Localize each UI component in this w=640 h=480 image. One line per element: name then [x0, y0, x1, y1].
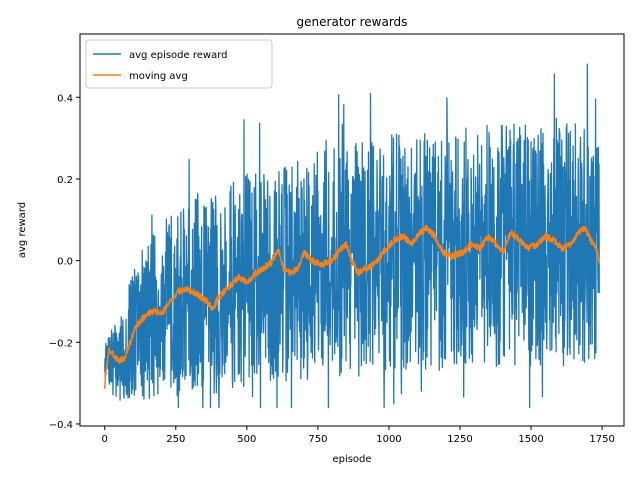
x-tick-label: 1500: [518, 434, 543, 445]
plot-lines: [103, 63, 601, 409]
y-tick-label: −0.2: [49, 338, 73, 349]
y-tick-label: −0.4: [49, 420, 73, 431]
y-axis-ticks: −0.4 −0.2 0.0 0.2 0.4: [49, 93, 80, 431]
axes-frame: [79, 33, 625, 427]
legend-box: [85, 39, 273, 89]
x-axis-label: episode: [332, 454, 371, 465]
x-tick-label: 1250: [447, 434, 472, 445]
x-tick-label: 0: [102, 434, 108, 445]
y-axis-label: avg reward: [17, 202, 28, 258]
x-tick-label: 1750: [589, 434, 614, 445]
chart-title: generator rewards: [297, 15, 408, 29]
x-tick-label: 1000: [376, 434, 401, 445]
x-tick-label: 750: [308, 434, 327, 445]
series-line-avg-episode-reward: [104, 63, 600, 409]
y-tick-label: 0.4: [57, 93, 73, 104]
y-tick-label: 0.2: [57, 175, 73, 186]
legend: avg episode reward moving avg: [85, 39, 273, 89]
legend-label-avg-episode-reward: avg episode reward: [129, 50, 228, 61]
x-tick-label: 250: [166, 434, 185, 445]
x-axis-ticks: 0 250 500 750 1000 1250 1500 1750: [102, 426, 615, 445]
series-line-moving-avg: [103, 224, 601, 389]
legend-label-moving-avg: moving avg: [129, 71, 188, 82]
x-tick-label: 500: [237, 434, 256, 445]
y-tick-label: 0.0: [57, 257, 73, 268]
